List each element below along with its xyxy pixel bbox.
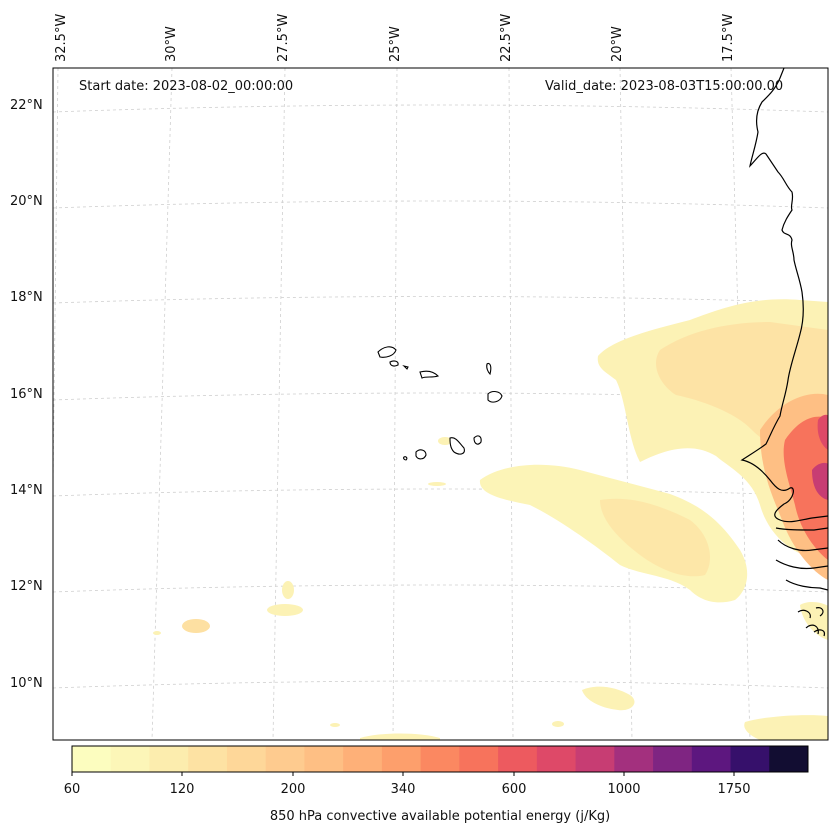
colorbar-swatch — [188, 746, 228, 772]
west-africa-coast — [740, 68, 828, 637]
cape-cell — [438, 437, 452, 445]
cape-field — [153, 299, 828, 740]
colorbar-swatch — [226, 746, 267, 772]
colorbar-tick-label: 1000 — [607, 782, 641, 797]
lon-label-17-5w: 17.5°W — [721, 13, 736, 62]
island-brava — [403, 456, 408, 461]
island-sao-nicolau — [419, 370, 440, 379]
lon-label-25w: 25°W — [388, 26, 403, 62]
cape-cell — [360, 733, 440, 740]
lon-label-22-5w: 22.5°W — [499, 13, 514, 62]
colorbar-swatch — [653, 746, 693, 772]
lat-label-18n: 18°N — [10, 290, 43, 305]
colorbar-label: 850 hPa convective available potential e… — [269, 809, 611, 824]
colorbar-swatch — [72, 746, 112, 772]
colorbar-swatch — [614, 746, 654, 772]
island-sal — [486, 362, 492, 376]
lat-label-12n: 12°N — [10, 579, 43, 594]
cape-cell — [428, 482, 446, 486]
cape-cell — [267, 604, 303, 616]
island-santa-luzia — [402, 364, 409, 370]
colorbar-swatch — [575, 746, 615, 772]
colorbar-swatch — [769, 746, 809, 772]
colorbar-tick-label: 600 — [501, 782, 527, 797]
cape-cell — [552, 721, 564, 727]
lon-label-20w: 20°W — [610, 26, 625, 62]
colorbar — [71, 745, 809, 776]
cape-cell — [282, 581, 294, 599]
cape-region-coastal-core — [783, 416, 828, 560]
valid-date-label: Valid_date: 2023-08-03T15:00:00.00 — [545, 79, 784, 94]
island-fogo — [415, 449, 427, 460]
island-boa-vista — [487, 391, 503, 403]
colorbar-tick-label: 120 — [169, 782, 195, 797]
colorbar-swatch — [498, 746, 538, 772]
start-date-label: Start date: 2023-08-02_00:00:00 — [79, 79, 294, 94]
cape-verde-islands — [377, 346, 503, 461]
lat-label-22n: 22°N — [10, 98, 43, 113]
lon-label-32-5w: 32.5°W — [54, 13, 69, 62]
island-santiago — [449, 437, 465, 455]
cape-cell — [744, 715, 828, 740]
colorbar-swatch — [343, 746, 383, 772]
colorbar-swatch — [381, 746, 422, 772]
colorbar-swatch — [265, 746, 305, 772]
lat-label-14n: 14°N — [10, 483, 43, 498]
island-maio — [473, 435, 482, 445]
colorbar-tick-label: 200 — [280, 782, 306, 797]
colorbar-swatch — [149, 746, 189, 772]
colorbar-swatch — [691, 746, 732, 772]
lat-label-20n: 20°N — [10, 194, 43, 209]
cape-cell — [330, 723, 340, 727]
colorbar-swatch — [420, 746, 460, 772]
island-santo-antao — [377, 346, 397, 358]
colorbar-tick-label: 340 — [390, 782, 416, 797]
lon-label-30w: 30°W — [164, 26, 179, 62]
cape-region-max — [812, 462, 828, 500]
cape-region-max-2 — [817, 414, 828, 450]
cape-region-band-inner — [600, 498, 710, 577]
lat-label-10n: 10°N — [10, 676, 43, 691]
lat-label-16n: 16°N — [10, 387, 43, 402]
cape-cell — [582, 686, 635, 711]
island-sao-vicente — [389, 360, 399, 367]
colorbar-swatch — [536, 746, 577, 772]
colorbar-swatch — [110, 746, 150, 772]
coastline — [740, 68, 828, 637]
colorbar-frame — [71, 745, 809, 773]
cape-cell — [153, 631, 161, 635]
colorbar-tick-label: 1750 — [717, 782, 751, 797]
colorbar-tick-label: 60 — [63, 782, 81, 797]
colorbar-swatch — [459, 746, 499, 772]
lon-label-27-5w: 27.5°W — [276, 13, 291, 62]
map-frame — [52, 67, 829, 741]
colorbar-swatch — [304, 746, 344, 772]
cape-cell — [182, 619, 210, 633]
colorbar-swatch — [730, 746, 770, 772]
